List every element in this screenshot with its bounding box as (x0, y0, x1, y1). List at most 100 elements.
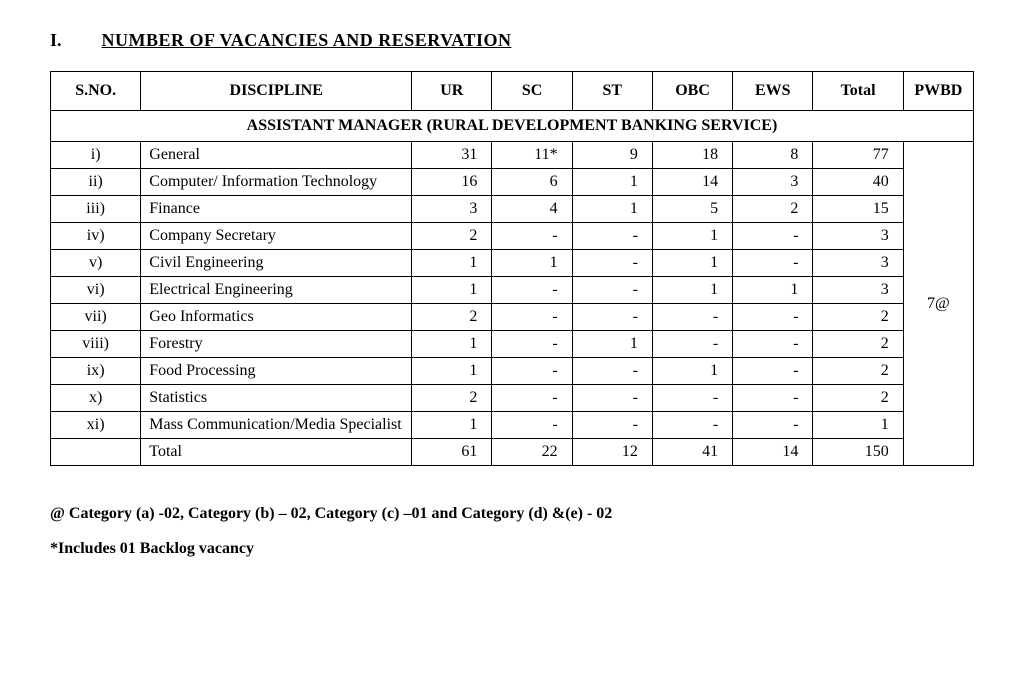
obc-cell: - (652, 331, 732, 358)
total-cell: 1 (813, 412, 903, 439)
ews-cell: - (733, 304, 813, 331)
table-row: xi)Mass Communication/Media Specialist1-… (51, 412, 974, 439)
ews-cell: 2 (733, 196, 813, 223)
col-header-st: ST (572, 72, 652, 111)
discipline-cell: Computer/ Information Technology (141, 169, 412, 196)
sc-cell: - (492, 331, 572, 358)
ur-cell: 1 (412, 358, 492, 385)
obc-cell: - (652, 385, 732, 412)
total-total-cell: 150 (813, 439, 903, 466)
total-row: Total6122124114150 (51, 439, 974, 466)
sc-cell: - (492, 385, 572, 412)
sno-cell: v) (51, 250, 141, 277)
obc-cell: - (652, 412, 732, 439)
ews-cell: 3 (733, 169, 813, 196)
section-title-cell: ASSISTANT MANAGER (RURAL DEVELOPMENT BAN… (51, 111, 974, 142)
obc-cell: 5 (652, 196, 732, 223)
total-st-cell: 12 (572, 439, 652, 466)
section-heading: I. NUMBER OF VACANCIES AND RESERVATION (50, 30, 974, 51)
sc-cell: - (492, 412, 572, 439)
sc-cell: - (492, 277, 572, 304)
sc-cell: 1 (492, 250, 572, 277)
obc-cell: 18 (652, 142, 732, 169)
ur-cell: 2 (412, 385, 492, 412)
total-obc-cell: 41 (652, 439, 732, 466)
sc-cell: - (492, 358, 572, 385)
total-sno-cell (51, 439, 141, 466)
sno-cell: viii) (51, 331, 141, 358)
obc-cell: - (652, 304, 732, 331)
st-cell: - (572, 358, 652, 385)
total-cell: 2 (813, 331, 903, 358)
col-header-total: Total (813, 72, 903, 111)
total-ur-cell: 61 (412, 439, 492, 466)
vacancies-table: S.NO. DISCIPLINE UR SC ST OBC EWS Total … (50, 71, 974, 466)
footnotes: @ Category (a) -02, Category (b) – 02, C… (50, 496, 974, 566)
sno-cell: vii) (51, 304, 141, 331)
sc-cell: 4 (492, 196, 572, 223)
obc-cell: 1 (652, 277, 732, 304)
table-row: vii)Geo Informatics2----2 (51, 304, 974, 331)
ur-cell: 1 (412, 331, 492, 358)
ur-cell: 2 (412, 223, 492, 250)
total-cell: 3 (813, 250, 903, 277)
sno-cell: ii) (51, 169, 141, 196)
ur-cell: 1 (412, 412, 492, 439)
col-header-sc: SC (492, 72, 572, 111)
ur-cell: 16 (412, 169, 492, 196)
total-cell: 3 (813, 223, 903, 250)
col-header-ews: EWS (733, 72, 813, 111)
ews-cell: - (733, 250, 813, 277)
st-cell: - (572, 385, 652, 412)
st-cell: - (572, 304, 652, 331)
sno-cell: xi) (51, 412, 141, 439)
discipline-cell: Electrical Engineering (141, 277, 412, 304)
ews-cell: - (733, 331, 813, 358)
sno-cell: vi) (51, 277, 141, 304)
sc-cell: 6 (492, 169, 572, 196)
ews-cell: - (733, 385, 813, 412)
table-row: v)Civil Engineering11-1-3 (51, 250, 974, 277)
total-cell: 77 (813, 142, 903, 169)
obc-cell: 1 (652, 223, 732, 250)
total-cell: 2 (813, 358, 903, 385)
total-cell: 2 (813, 385, 903, 412)
st-cell: 1 (572, 169, 652, 196)
st-cell: 1 (572, 196, 652, 223)
sno-cell: ix) (51, 358, 141, 385)
st-cell: - (572, 412, 652, 439)
table-row: iii)Finance3415215 (51, 196, 974, 223)
total-sc-cell: 22 (492, 439, 572, 466)
st-cell: - (572, 277, 652, 304)
discipline-cell: Finance (141, 196, 412, 223)
total-label-cell: Total (141, 439, 412, 466)
heading-text: NUMBER OF VACANCIES AND RESERVATION (102, 30, 512, 51)
sc-cell: - (492, 223, 572, 250)
col-header-discipline: DISCIPLINE (141, 72, 412, 111)
col-header-sno: S.NO. (51, 72, 141, 111)
col-header-obc: OBC (652, 72, 732, 111)
footnote-at: @ Category (a) -02, Category (b) – 02, C… (50, 496, 974, 531)
col-header-ur: UR (412, 72, 492, 111)
heading-number: I. (50, 30, 62, 51)
discipline-cell: Forestry (141, 331, 412, 358)
st-cell: - (572, 250, 652, 277)
ur-cell: 3 (412, 196, 492, 223)
st-cell: 9 (572, 142, 652, 169)
total-cell: 3 (813, 277, 903, 304)
ews-cell: - (733, 223, 813, 250)
table-row: x)Statistics2----2 (51, 385, 974, 412)
ews-cell: - (733, 358, 813, 385)
discipline-cell: Food Processing (141, 358, 412, 385)
ur-cell: 1 (412, 250, 492, 277)
ur-cell: 31 (412, 142, 492, 169)
total-cell: 15 (813, 196, 903, 223)
table-row: vi)Electrical Engineering1--113 (51, 277, 974, 304)
sc-cell: 11* (492, 142, 572, 169)
table-row: iv)Company Secretary2--1-3 (51, 223, 974, 250)
footnote-star: *Includes 01 Backlog vacancy (50, 531, 974, 566)
discipline-cell: General (141, 142, 412, 169)
col-header-pwbd: PWBD (903, 72, 973, 111)
table-row: viii)Forestry1-1--2 (51, 331, 974, 358)
st-cell: 1 (572, 331, 652, 358)
